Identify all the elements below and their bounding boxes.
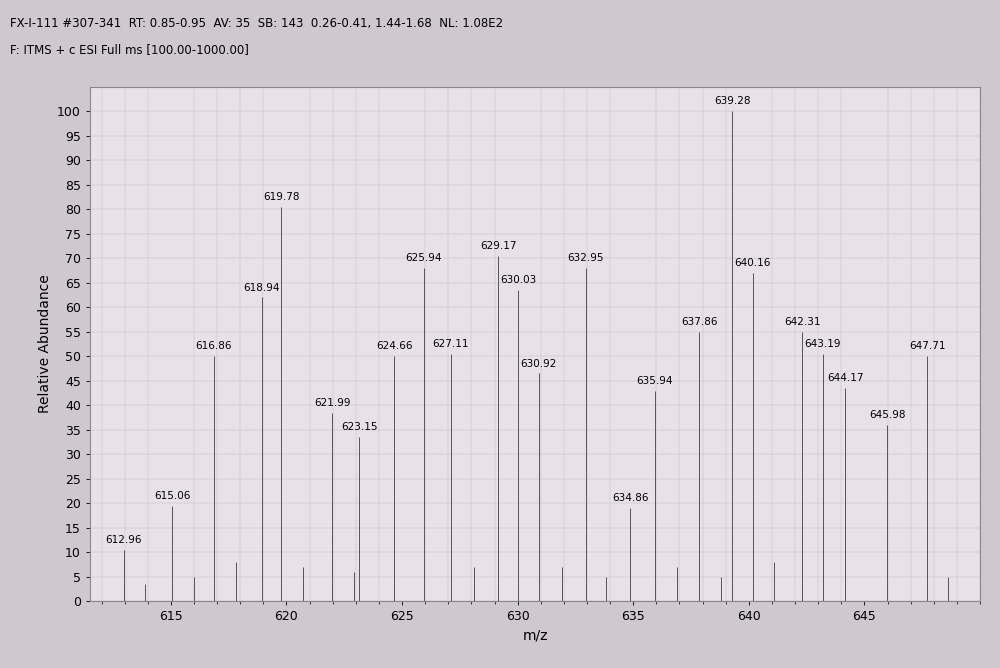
Text: 618.94: 618.94 — [244, 283, 280, 293]
Text: 629.17: 629.17 — [480, 241, 517, 251]
Text: 639.28: 639.28 — [714, 96, 750, 106]
Text: FX-I-111 #307-341  RT: 0.85-0.95  AV: 35  SB: 143  0.26-0.41, 1.44-1.68  NL: 1.0: FX-I-111 #307-341 RT: 0.85-0.95 AV: 35 S… — [10, 17, 503, 29]
Text: 625.94: 625.94 — [406, 253, 442, 263]
Text: 615.06: 615.06 — [154, 491, 190, 501]
Text: 634.86: 634.86 — [612, 493, 648, 503]
Text: 647.71: 647.71 — [909, 341, 945, 351]
Text: 645.98: 645.98 — [869, 410, 905, 420]
Text: 630.03: 630.03 — [500, 275, 536, 285]
Y-axis label: Relative Abundance: Relative Abundance — [38, 275, 52, 413]
Text: 616.86: 616.86 — [196, 341, 232, 351]
Text: 643.19: 643.19 — [804, 339, 841, 349]
Text: 621.99: 621.99 — [314, 397, 351, 407]
Text: 630.92: 630.92 — [521, 359, 557, 369]
Text: 627.11: 627.11 — [433, 339, 469, 349]
X-axis label: m/z: m/z — [522, 629, 548, 643]
Text: F: ITMS + c ESI Full ms [100.00-1000.00]: F: ITMS + c ESI Full ms [100.00-1000.00] — [10, 43, 249, 56]
Text: 612.96: 612.96 — [106, 535, 142, 545]
Text: 637.86: 637.86 — [681, 317, 718, 327]
Text: 632.95: 632.95 — [568, 253, 604, 263]
Text: 642.31: 642.31 — [784, 317, 820, 327]
Text: 640.16: 640.16 — [734, 258, 771, 268]
Text: 623.15: 623.15 — [341, 422, 378, 432]
Text: 624.66: 624.66 — [376, 341, 412, 351]
Text: 619.78: 619.78 — [263, 192, 300, 202]
Text: 644.17: 644.17 — [827, 373, 863, 383]
Text: 635.94: 635.94 — [637, 375, 673, 385]
